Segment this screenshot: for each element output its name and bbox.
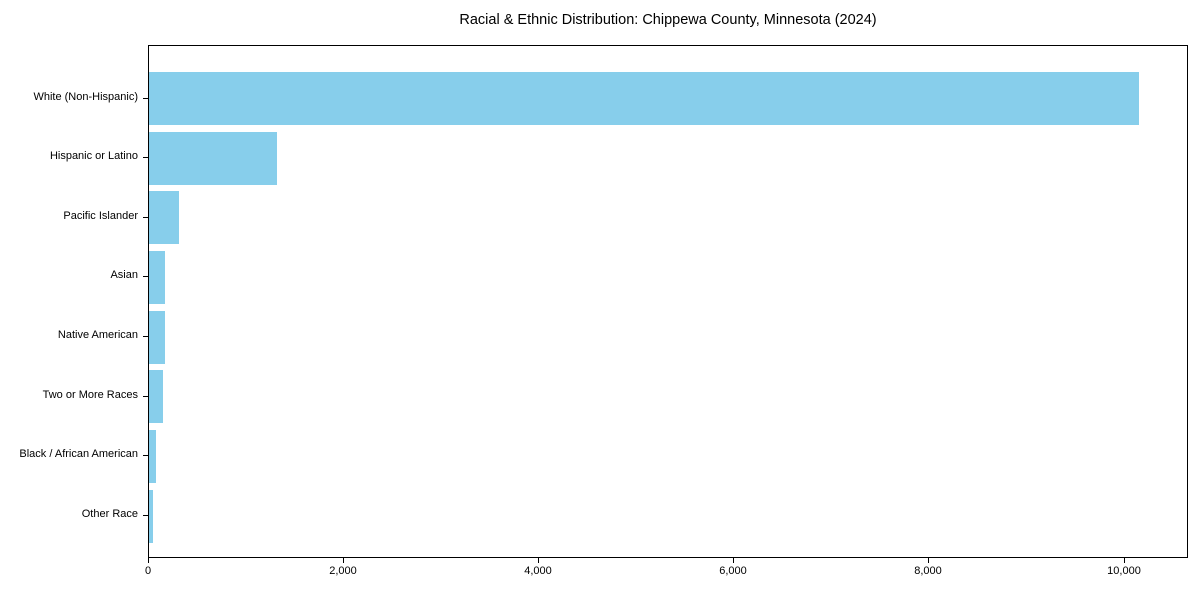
bar-native-american (149, 310, 165, 364)
bar-pacific-islander (149, 191, 179, 245)
y-axis-tick (143, 98, 148, 99)
bar-asian (149, 250, 165, 304)
y-axis-label: Other Race (81, 508, 138, 520)
y-axis-label: Native American (57, 329, 138, 341)
bar-two-or-more-races (149, 370, 163, 424)
bar-other-race (149, 489, 153, 543)
y-axis-tick (143, 157, 148, 158)
y-axis-label: Asian (110, 269, 138, 281)
x-axis-label: 4,000 (524, 565, 552, 577)
y-axis-label: Black / African American (19, 448, 138, 460)
x-axis-label: 6,000 (719, 565, 747, 577)
x-axis-tick (148, 558, 149, 563)
x-axis-tick (733, 558, 734, 563)
x-axis-label: 8,000 (914, 565, 942, 577)
y-axis-tick (143, 455, 148, 456)
bar-white-non-hispanic (149, 72, 1139, 125)
x-axis-label: 0 (144, 565, 152, 577)
bar-hispanic-or-latino (149, 131, 277, 185)
y-axis-tick (143, 336, 148, 337)
chart-title: Racial & Ethnic Distribution: Chippewa C… (459, 12, 877, 28)
bar-black-african-american (149, 429, 156, 483)
plot-area (148, 45, 1188, 558)
y-axis-tick (143, 217, 148, 218)
x-axis-label: 10,000 (1107, 565, 1141, 577)
x-axis-tick (928, 558, 929, 563)
y-axis-label: Pacific Islander (63, 210, 138, 222)
y-axis-label: Two or More Races (42, 389, 138, 401)
x-axis-tick (538, 558, 539, 563)
y-axis-tick (143, 515, 148, 516)
y-axis-label: White (Non-Hispanic) (33, 91, 138, 103)
x-axis-tick (1124, 558, 1125, 563)
y-axis-tick (143, 396, 148, 397)
x-axis-tick (343, 558, 344, 563)
y-axis-tick (143, 276, 148, 277)
x-axis-label: 2,000 (329, 565, 357, 577)
y-axis-label: Hispanic or Latino (49, 150, 138, 162)
